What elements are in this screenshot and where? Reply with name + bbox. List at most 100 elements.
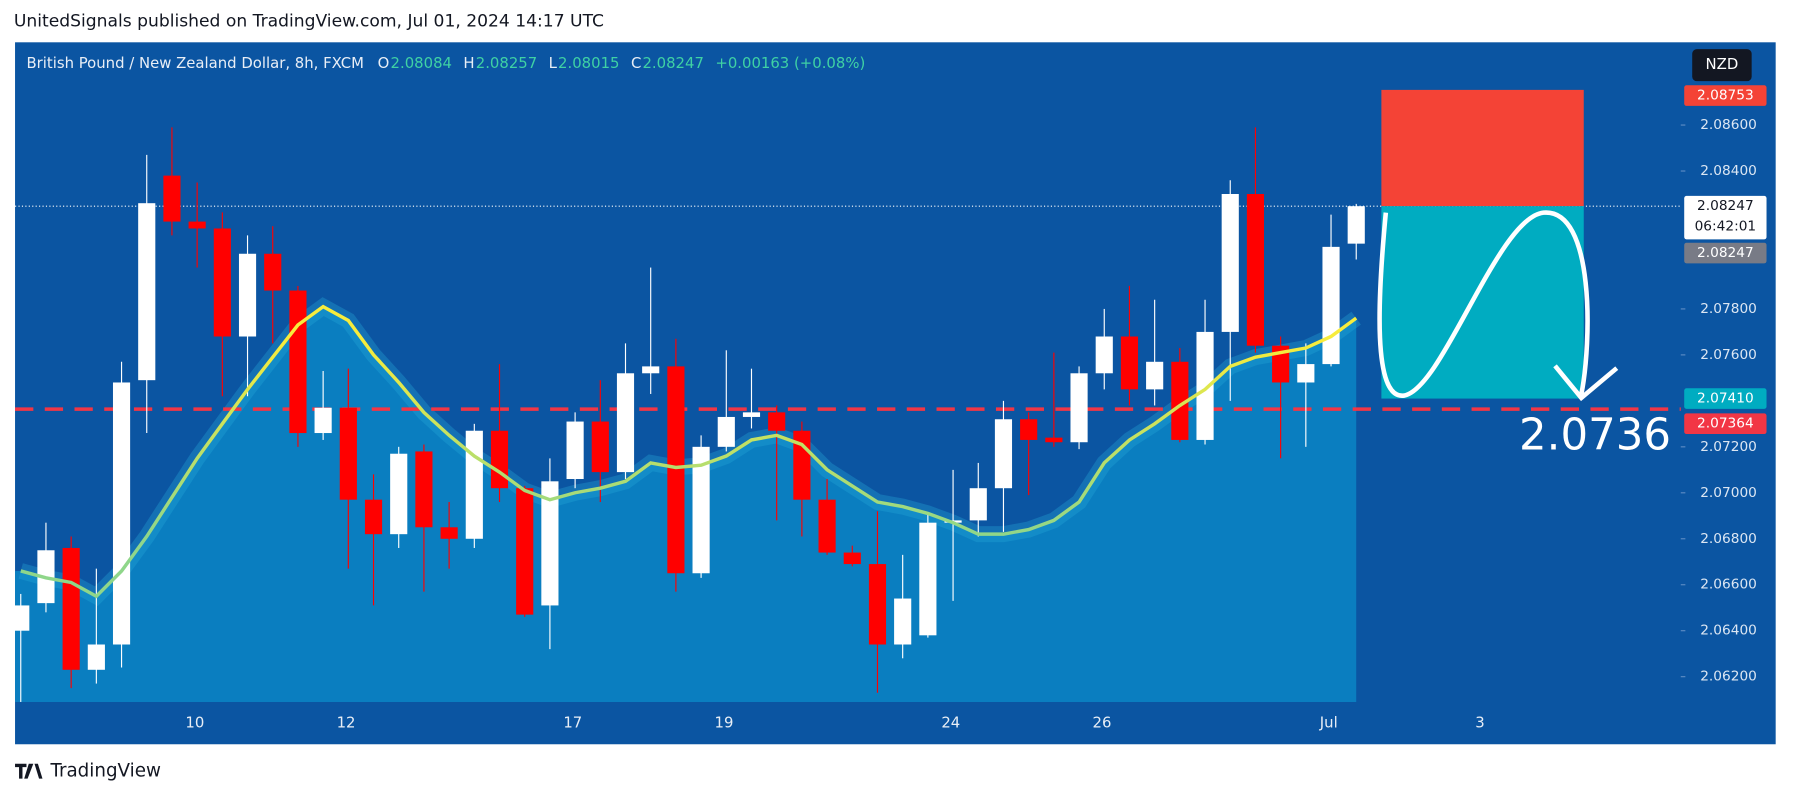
annotation: 2.0736 <box>1519 410 1671 460</box>
candle-body <box>1322 246 1340 365</box>
candle-body <box>465 430 483 539</box>
x-tick-label: 10 <box>185 714 204 732</box>
candle-body <box>843 552 861 565</box>
level-label: 2.07364 <box>1697 416 1754 432</box>
ohlc-label: O <box>378 54 390 72</box>
price-label: 2.08247 <box>1697 198 1754 214</box>
x-tick-label: Jul <box>1319 714 1338 732</box>
candle-body <box>1120 336 1139 390</box>
candle-body <box>440 527 458 539</box>
candle-body <box>768 412 786 431</box>
candle-body <box>1146 361 1164 390</box>
candle-body <box>364 499 383 535</box>
candle-body <box>188 221 206 229</box>
countdown: 06:42:01 <box>1695 219 1757 235</box>
y-tick-label: 2.06200 <box>1700 669 1757 685</box>
candle-body <box>490 430 509 489</box>
stop-label-bg <box>1684 85 1767 106</box>
stop-zone <box>1381 89 1584 207</box>
x-tick-label: 12 <box>337 714 356 732</box>
y-tick-label: 2.07000 <box>1700 485 1757 501</box>
x-tick-label: 26 <box>1093 714 1112 732</box>
ohlc-value: 2.08257 <box>476 54 537 72</box>
candle-body <box>138 203 156 381</box>
candle-body <box>742 412 761 417</box>
candle-body <box>1095 336 1113 374</box>
candle-body <box>289 290 307 434</box>
candle-body <box>616 373 635 473</box>
ohlc-value: 2.08247 <box>642 54 703 72</box>
x-tick-label: 19 <box>715 714 734 732</box>
y-tick-label: 2.07200 <box>1700 439 1757 455</box>
candle-body <box>314 407 332 434</box>
candle-body <box>692 446 710 574</box>
y-tick-label: 2.06400 <box>1700 623 1757 639</box>
candle-body <box>516 488 534 615</box>
y-tick-label: 2.07800 <box>1700 301 1757 317</box>
candle-body <box>1070 373 1088 443</box>
level-label-bg <box>1684 413 1767 435</box>
candle-body <box>1020 419 1038 440</box>
candle-body <box>238 253 257 337</box>
candle-body <box>1347 206 1365 244</box>
x-tick-label: 24 <box>941 714 960 732</box>
close-label: 2.08247 <box>1697 245 1754 261</box>
legend: British Pound / New Zealand Dollar, 8h, … <box>26 54 865 72</box>
currency-button[interactable] <box>1692 49 1752 82</box>
symbol: British Pound / New Zealand Dollar, 8h, … <box>26 54 364 72</box>
annotation-arrowhead <box>1553 364 1619 402</box>
candle-body <box>415 451 433 528</box>
candle-body <box>213 228 231 337</box>
y-tick-label: 2.06600 <box>1700 577 1757 593</box>
candle-body <box>818 499 836 553</box>
x-tick-label: 3 <box>1475 714 1484 732</box>
price-label-bg <box>1684 195 1767 240</box>
candle-body <box>339 407 357 500</box>
candle-body <box>566 421 584 480</box>
candle-body <box>112 382 131 645</box>
candle-body <box>264 253 282 291</box>
candle-body <box>894 598 912 645</box>
candle-body <box>390 453 408 535</box>
ohlc-value: 2.08084 <box>391 54 452 72</box>
candle-body <box>87 644 105 670</box>
candle-body <box>1171 361 1189 440</box>
target-label-bg <box>1684 388 1767 409</box>
candle-body <box>969 488 987 521</box>
candle-body <box>12 605 30 631</box>
change: +0.00163 (+0.08%) <box>715 54 865 72</box>
candle-body <box>62 547 80 670</box>
ohlc-label: H <box>463 54 474 72</box>
annotation-arrow <box>1377 210 1590 398</box>
target-label: 2.07410 <box>1697 391 1754 407</box>
candle-body <box>919 522 937 636</box>
brand: TradingView <box>49 761 161 782</box>
y-tick-label: 2.08400 <box>1700 163 1757 179</box>
candle-body <box>717 416 735 447</box>
candle-body <box>868 564 887 645</box>
ma-line <box>20 304 1358 599</box>
candle-body <box>1196 331 1214 440</box>
candle-body <box>667 366 685 574</box>
ohlc-label: C <box>631 54 641 72</box>
candle-body <box>642 366 660 374</box>
candle-body <box>1045 437 1063 443</box>
ohlc-label: L <box>549 54 558 72</box>
x-tick-label: 17 <box>563 714 582 732</box>
brand-logo <box>15 763 43 779</box>
close-label-bg <box>1684 242 1767 264</box>
target-zone <box>1381 206 1584 399</box>
candle-body <box>541 481 559 606</box>
candle-body <box>163 175 181 222</box>
candle-body <box>1246 194 1265 346</box>
candle-body <box>1221 194 1239 332</box>
ohlc-value: 2.08015 <box>558 54 619 72</box>
header-title: UnitedSignals published on TradingView.c… <box>14 12 604 32</box>
stop-label: 2.08753 <box>1697 88 1754 104</box>
y-tick-label: 2.06800 <box>1700 531 1757 547</box>
y-tick-label: 2.08600 <box>1700 117 1757 133</box>
ma-band <box>15 306 1357 702</box>
plot: 2.06200 2.06400 2.06600 2.06800 2.07000 2.072… <box>12 85 1767 732</box>
currency-button-label[interactable]: NZD <box>1706 55 1739 73</box>
